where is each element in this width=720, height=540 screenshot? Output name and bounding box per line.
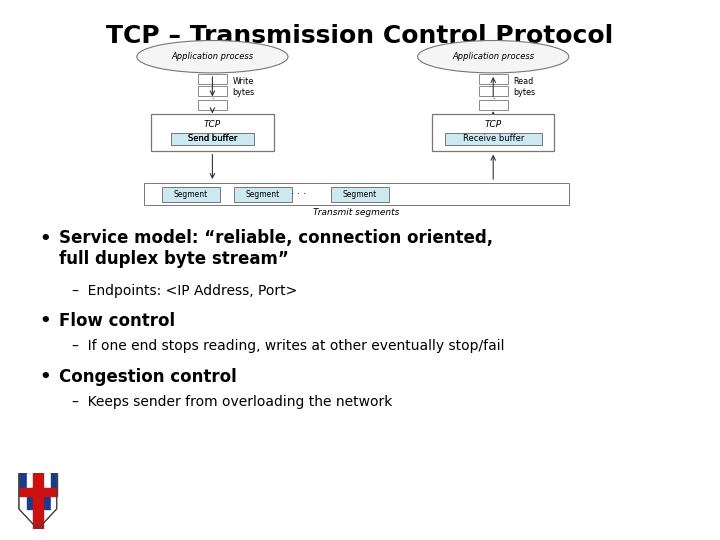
Polygon shape bbox=[51, 472, 57, 488]
FancyBboxPatch shape bbox=[151, 114, 274, 151]
Text: TCP – Transmission Control Protocol: TCP – Transmission Control Protocol bbox=[107, 24, 613, 48]
FancyBboxPatch shape bbox=[171, 133, 253, 145]
Text: Service model: “reliable, connection oriented,
full duplex byte stream”: Service model: “reliable, connection ori… bbox=[59, 230, 493, 268]
Polygon shape bbox=[27, 496, 33, 509]
Text: Write
bytes: Write bytes bbox=[233, 77, 255, 97]
FancyBboxPatch shape bbox=[162, 187, 220, 202]
Text: TCP: TCP bbox=[485, 120, 502, 129]
Ellipse shape bbox=[418, 40, 569, 73]
Text: Receive buffer: Receive buffer bbox=[462, 134, 524, 143]
Text: Segment: Segment bbox=[246, 190, 280, 199]
Text: –  Keeps sender from overloading the network: – Keeps sender from overloading the netw… bbox=[72, 395, 392, 409]
Text: –  Endpoints: <IP Address, Port>: – Endpoints: <IP Address, Port> bbox=[72, 284, 297, 298]
Polygon shape bbox=[19, 488, 57, 496]
FancyBboxPatch shape bbox=[144, 183, 569, 205]
FancyBboxPatch shape bbox=[479, 74, 508, 84]
Text: Flow control: Flow control bbox=[59, 312, 175, 330]
Text: Read
bytes: Read bytes bbox=[513, 77, 536, 97]
Text: :
:: : : bbox=[211, 97, 214, 108]
Text: Application process: Application process bbox=[452, 52, 534, 61]
FancyBboxPatch shape bbox=[445, 133, 542, 145]
Text: Segment: Segment bbox=[343, 190, 377, 199]
Text: TCP: TCP bbox=[204, 120, 221, 129]
Text: •: • bbox=[40, 312, 51, 330]
FancyBboxPatch shape bbox=[198, 100, 227, 110]
Text: Application process: Application process bbox=[171, 52, 253, 61]
Polygon shape bbox=[42, 472, 51, 488]
Text: :
:: : : bbox=[492, 97, 495, 108]
Polygon shape bbox=[33, 472, 42, 529]
Text: –  If one end stops reading, writes at other eventually stop/fail: – If one end stops reading, writes at ot… bbox=[72, 339, 505, 353]
Polygon shape bbox=[51, 496, 57, 509]
FancyBboxPatch shape bbox=[479, 100, 508, 110]
Polygon shape bbox=[19, 472, 27, 488]
Text: Segment: Segment bbox=[174, 190, 208, 199]
FancyBboxPatch shape bbox=[479, 86, 508, 96]
Text: Send buffer: Send buffer bbox=[188, 134, 237, 143]
FancyBboxPatch shape bbox=[171, 133, 253, 145]
Polygon shape bbox=[27, 472, 33, 488]
FancyBboxPatch shape bbox=[331, 187, 389, 202]
Text: •: • bbox=[40, 368, 51, 386]
FancyBboxPatch shape bbox=[234, 187, 292, 202]
FancyBboxPatch shape bbox=[198, 86, 227, 96]
Text: •: • bbox=[40, 230, 51, 247]
Text: · · ·: · · · bbox=[291, 190, 307, 199]
Polygon shape bbox=[42, 496, 51, 509]
FancyBboxPatch shape bbox=[432, 114, 554, 151]
Text: Transmit segments: Transmit segments bbox=[313, 208, 400, 218]
Ellipse shape bbox=[137, 40, 288, 73]
Text: Congestion control: Congestion control bbox=[59, 368, 237, 386]
FancyBboxPatch shape bbox=[198, 74, 227, 84]
Polygon shape bbox=[19, 496, 27, 509]
Polygon shape bbox=[19, 472, 57, 529]
Text: Send buffer: Send buffer bbox=[188, 134, 237, 143]
